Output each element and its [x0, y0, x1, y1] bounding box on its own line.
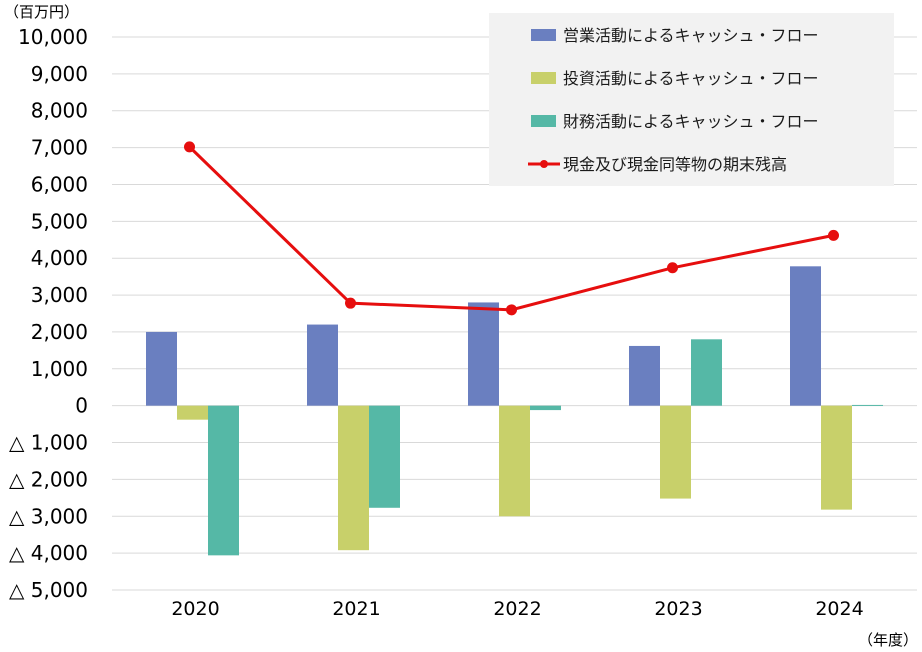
- bar: [177, 405, 208, 420]
- y-tick-label: △ 1,000: [9, 431, 88, 455]
- y-tick-label: 10,000: [18, 25, 88, 49]
- bar: [821, 405, 852, 510]
- y-tick-label: 9,000: [31, 62, 88, 86]
- y-tick-label: 7,000: [31, 136, 88, 160]
- bar: [146, 331, 177, 406]
- y-tick-label: 0: [75, 394, 88, 418]
- legend-label: 投資活動によるキャッシュ・フロー: [563, 69, 819, 88]
- x-tick-label: 2020: [171, 598, 219, 620]
- bar: [499, 405, 530, 517]
- y-tick-label: △ 2,000: [9, 467, 88, 491]
- bar: [338, 405, 369, 551]
- bar: [530, 405, 561, 411]
- legend-label: 財務活動によるキャッシュ・フロー: [563, 112, 819, 131]
- y-tick-label: △ 3,000: [9, 504, 88, 528]
- x-tick-label: 2022: [493, 598, 541, 620]
- y-tick-label: 5,000: [31, 209, 88, 233]
- bar: [660, 405, 691, 499]
- bar: [629, 345, 660, 406]
- balance-line: [184, 141, 839, 316]
- balance-point: [184, 141, 195, 153]
- y-tick-label: △ 4,000: [9, 541, 88, 565]
- y-tick-label: 6,000: [31, 172, 88, 196]
- bar: [208, 405, 239, 556]
- legend-marker: [540, 160, 548, 168]
- y-axis-ticks: 10,000 9,000 8,000 7,000 6,000 5,000 4,000 3,00…: [9, 25, 88, 602]
- bar: [468, 302, 499, 406]
- legend-swatch: [531, 115, 556, 127]
- bars: [146, 266, 883, 556]
- legend-swatch: [531, 72, 556, 84]
- balance-point: [506, 304, 517, 316]
- bar: [307, 324, 338, 406]
- bar: [852, 404, 883, 406]
- legend: 営業活動によるキャッシュ・フロー投資活動によるキャッシュ・フロー財務活動によるキ…: [489, 13, 894, 186]
- legend-label: 現金及び現金同等物の期末残高: [563, 155, 787, 174]
- y-tick-label: △ 5,000: [9, 578, 88, 602]
- y-tick-label: 4,000: [31, 246, 88, 270]
- y-tick-label: 1,000: [31, 357, 88, 381]
- x-tick-label: 2023: [654, 598, 702, 620]
- y-tick-label: 3,000: [31, 283, 88, 307]
- bar: [369, 405, 400, 508]
- legend-swatch: [531, 29, 556, 41]
- legend-label: 営業活動によるキャッシュ・フロー: [563, 26, 819, 45]
- x-axis-ticks: 2020 2021 2022 2023 2024: [171, 598, 863, 620]
- legend-background: [489, 13, 894, 186]
- bar: [691, 339, 722, 406]
- y-tick-label: 8,000: [31, 99, 88, 123]
- balance-point: [667, 262, 678, 274]
- bar: [790, 266, 821, 406]
- balance-point: [828, 229, 839, 241]
- x-tick-label: 2024: [815, 598, 863, 620]
- x-axis-unit-label: （年度）: [858, 631, 918, 649]
- balance-point: [345, 297, 356, 309]
- x-tick-label: 2021: [332, 598, 380, 620]
- y-axis-unit-label: （百万円）: [4, 3, 79, 21]
- y-tick-label: 2,000: [31, 320, 88, 344]
